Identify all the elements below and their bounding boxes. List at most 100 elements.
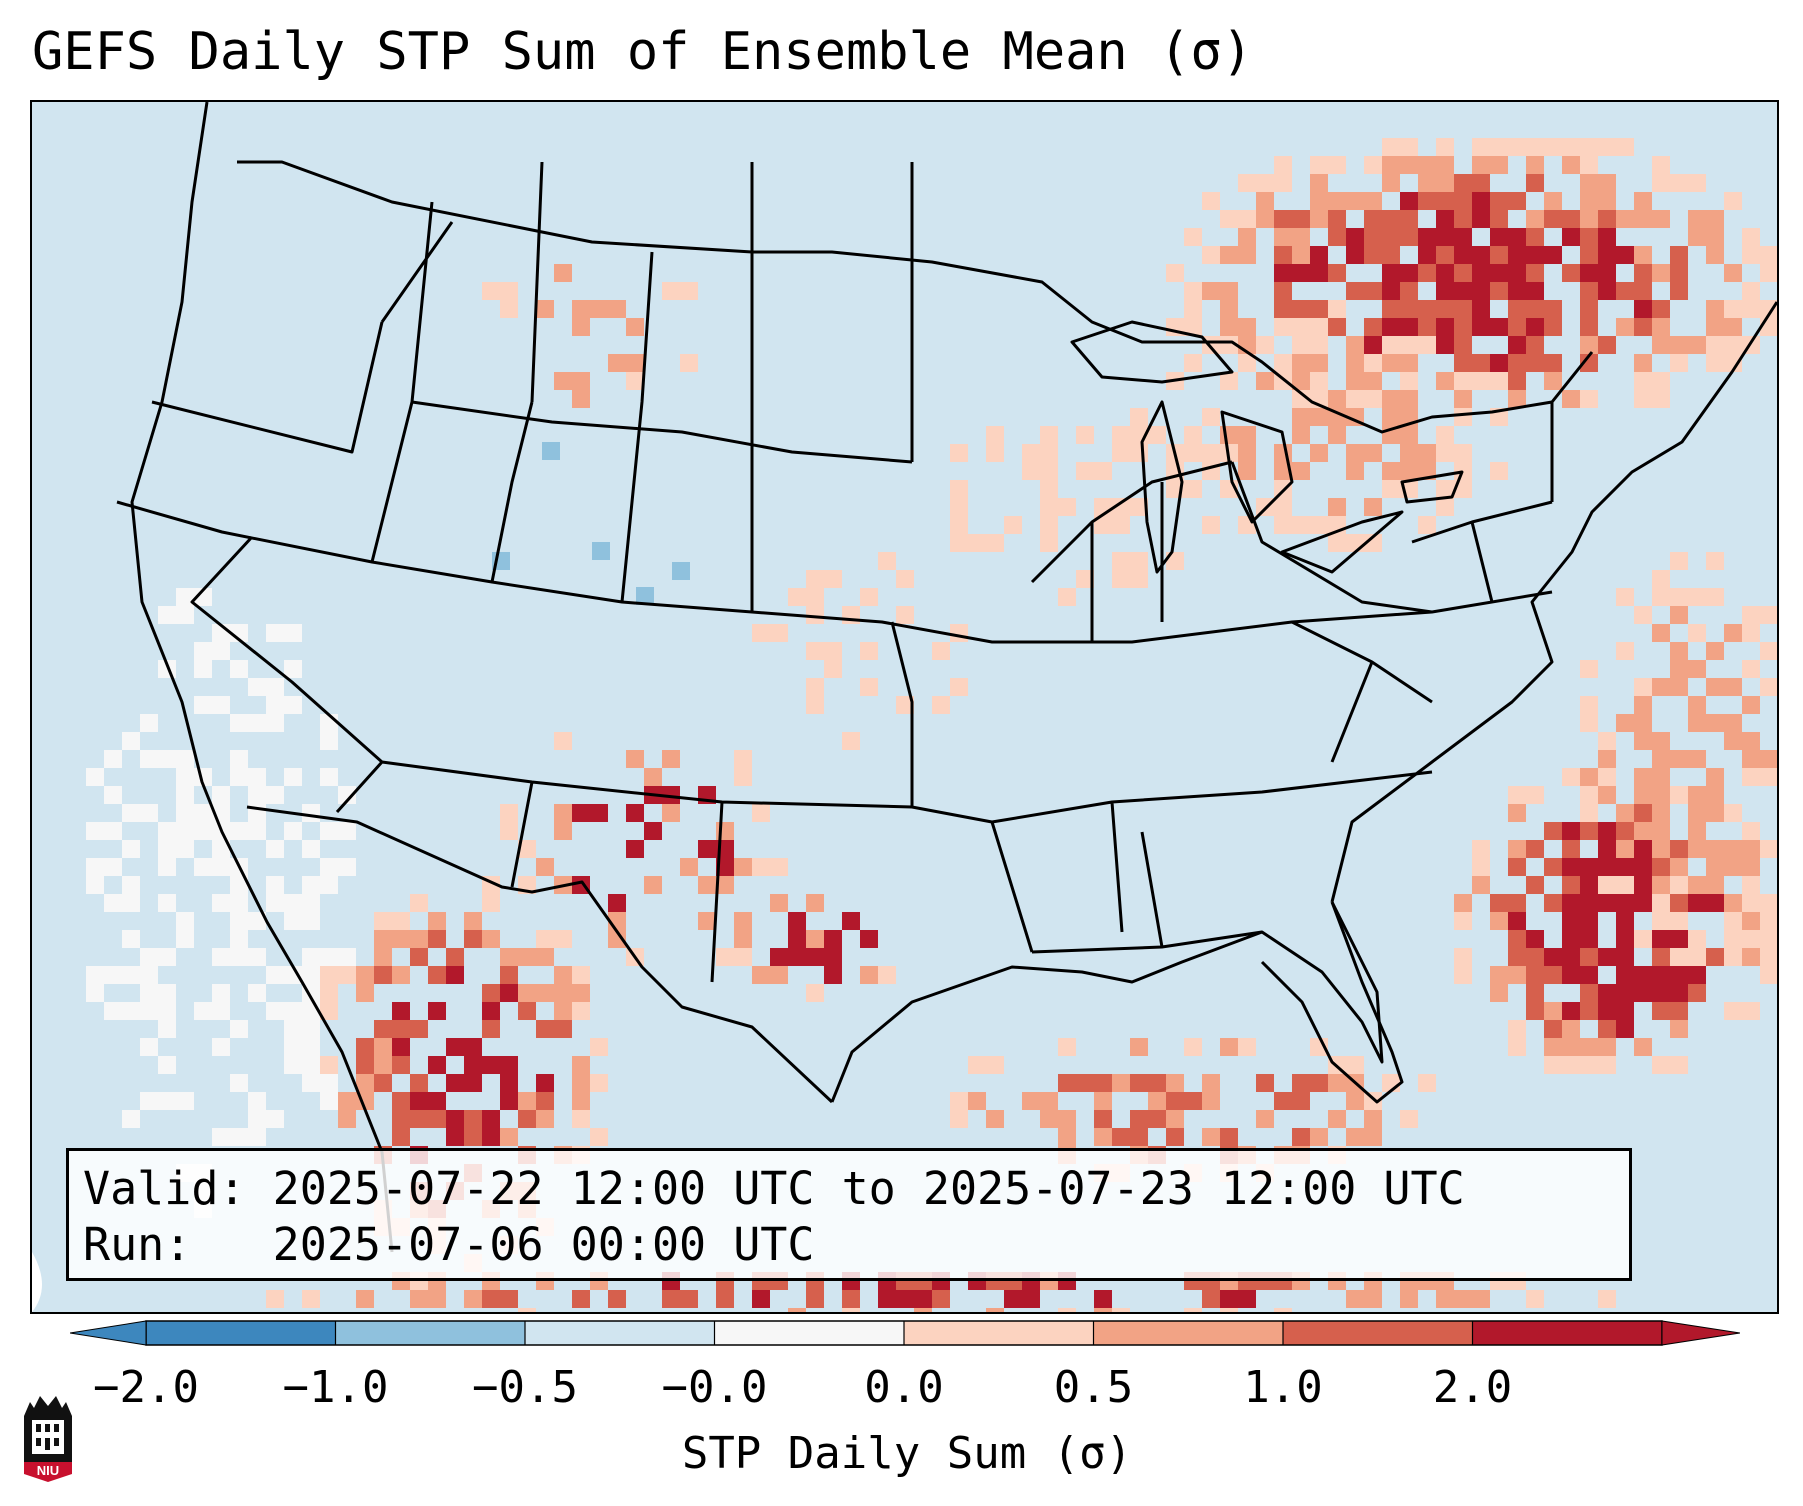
anomaly-cell	[1598, 1290, 1616, 1308]
anomaly-cell	[1652, 1056, 1670, 1074]
anomaly-cell	[572, 372, 590, 390]
anomaly-cell	[1670, 246, 1688, 264]
anomaly-cell	[1310, 354, 1328, 372]
anomaly-cell	[1706, 300, 1724, 318]
anomaly-cell	[878, 1290, 896, 1308]
anomaly-cell	[86, 984, 104, 1002]
anomaly-cell	[1328, 408, 1346, 426]
anomaly-cell	[1544, 1020, 1562, 1038]
anomaly-cell	[1166, 264, 1184, 282]
anomaly-cell	[374, 930, 392, 948]
anomaly-cell	[572, 804, 590, 822]
anomaly-cell	[1688, 930, 1706, 948]
anomaly-cell	[806, 642, 824, 660]
anomaly-cell	[1526, 966, 1544, 984]
anomaly-cell	[1040, 1092, 1058, 1110]
anomaly-cell	[1220, 246, 1238, 264]
anomaly-cell	[230, 1074, 248, 1092]
anomaly-cell	[626, 840, 644, 858]
anomaly-cell	[1760, 246, 1777, 264]
anomaly-cell	[248, 984, 266, 1002]
anomaly-cell	[1094, 462, 1112, 480]
anomaly-cell	[1670, 588, 1688, 606]
anomaly-cell	[1634, 210, 1652, 228]
anomaly-cell	[1724, 930, 1742, 948]
anomaly-cell	[1310, 192, 1328, 210]
anomaly-cell	[1310, 1128, 1328, 1146]
anomaly-cell	[950, 498, 968, 516]
anomaly-cell	[122, 876, 140, 894]
colorbar-bin	[904, 1321, 1094, 1345]
anomaly-cell	[1580, 768, 1598, 786]
anomaly-cell	[1238, 210, 1256, 228]
anomaly-cell	[500, 948, 518, 966]
anomaly-cell	[1580, 300, 1598, 318]
anomaly-cell	[104, 750, 122, 768]
anomaly-cell	[320, 822, 338, 840]
anomaly-cell	[572, 984, 590, 1002]
anomaly-cell	[1436, 156, 1454, 174]
anomaly-cell	[572, 1074, 590, 1092]
anomaly-cell	[626, 750, 644, 768]
anomaly-cell	[1454, 354, 1472, 372]
anomaly-cell	[500, 1128, 518, 1146]
anomaly-cell	[1274, 1308, 1292, 1312]
anomaly-cell	[104, 786, 122, 804]
anomaly-cell	[1706, 678, 1724, 696]
colorbar-label: STP Daily Sum (σ)	[681, 1428, 1133, 1479]
anomaly-cell	[338, 1110, 356, 1128]
anomaly-cell	[1634, 714, 1652, 732]
anomaly-cell	[518, 984, 536, 1002]
anomaly-cell	[1076, 462, 1094, 480]
anomaly-cell	[536, 1110, 554, 1128]
anomaly-cell	[1508, 804, 1526, 822]
anomaly-cell	[1454, 912, 1472, 930]
anomaly-cell	[1472, 858, 1490, 876]
anomaly-cell	[1310, 318, 1328, 336]
anomaly-cell	[176, 912, 194, 930]
anomaly-cell	[1508, 264, 1526, 282]
anomaly-cell	[158, 894, 176, 912]
anomaly-cell	[1724, 732, 1742, 750]
anomaly-cell	[950, 444, 968, 462]
anomaly-cell	[1238, 228, 1256, 246]
anomaly-cell	[1274, 282, 1292, 300]
anomaly-cell	[1706, 714, 1724, 732]
anomaly-cell	[1508, 336, 1526, 354]
anomaly-cell	[1526, 318, 1544, 336]
anomaly-cell	[968, 1056, 986, 1074]
anomaly-cell	[1616, 930, 1634, 948]
anomaly-cell	[1274, 246, 1292, 264]
anomaly-cell	[1418, 462, 1436, 480]
anomaly-cell	[1364, 228, 1382, 246]
anomaly-cell	[1436, 300, 1454, 318]
anomaly-cell	[1400, 390, 1418, 408]
anomaly-cell	[1724, 354, 1742, 372]
anomaly-cell	[1004, 1290, 1022, 1308]
anomaly-cell	[1544, 354, 1562, 372]
anomaly-cell	[1544, 1056, 1562, 1074]
anomaly-cell	[1472, 282, 1490, 300]
anomaly-cell	[680, 1290, 698, 1308]
anomaly-cell	[824, 930, 842, 948]
anomaly-cell	[1040, 480, 1058, 498]
anomaly-cell	[1346, 372, 1364, 390]
anomaly-cell	[1580, 156, 1598, 174]
anomaly-cell	[806, 606, 824, 624]
anomaly-cell	[1292, 1074, 1310, 1092]
anomaly-cell	[1742, 840, 1760, 858]
anomaly-cell	[1310, 516, 1328, 534]
lake-michigan	[1140, 400, 1184, 574]
anomaly-cell	[482, 984, 500, 1002]
anomaly-cell	[1652, 858, 1670, 876]
anomaly-cell	[1760, 300, 1777, 318]
anomaly-cell	[608, 1290, 626, 1308]
anomaly-cell	[636, 587, 654, 605]
anomaly-cell	[1184, 300, 1202, 318]
anomaly-cell	[1184, 480, 1202, 498]
anomaly-cell	[1544, 300, 1562, 318]
anomaly-cell	[176, 750, 194, 768]
anomaly-cell	[1526, 930, 1544, 948]
anomaly-cell	[1400, 300, 1418, 318]
anomaly-cell	[1616, 1002, 1634, 1020]
